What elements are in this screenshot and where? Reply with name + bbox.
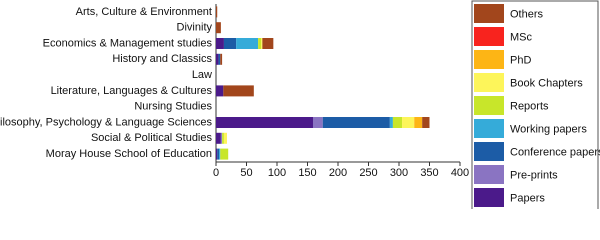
x-tick-label: 250 — [359, 167, 377, 179]
legend-label: Papers — [510, 192, 545, 204]
bar-segment — [262, 38, 274, 49]
legend-label: Others — [510, 8, 544, 20]
bar-segment — [223, 85, 254, 97]
legend-label: MSc — [510, 31, 533, 43]
bar-segment — [322, 117, 390, 128]
y-tick-label: Nursing Studies — [134, 101, 212, 113]
bar-segment — [220, 53, 223, 65]
legend-label: Working papers — [510, 123, 587, 135]
bar-segment — [223, 132, 227, 144]
bar-segment — [392, 117, 403, 128]
bar-segment — [414, 117, 423, 128]
bar-segment — [219, 148, 221, 160]
bar-segment — [258, 38, 262, 49]
legend-swatch — [474, 96, 504, 115]
bar-segment — [236, 38, 259, 49]
chart: 0 50 100 150 200 250 300 350 400 Arts, Culture & … — [0, 0, 600, 211]
y-tick-label: Literature, Languages & Cultures — [51, 85, 213, 97]
x-tick-label: 150 — [298, 167, 316, 179]
bar-segment — [261, 38, 263, 49]
legend-swatch — [474, 27, 504, 46]
bar-segment — [223, 38, 237, 49]
legend-swatch — [474, 4, 504, 23]
y-tick-label: Social & Political Studies — [91, 132, 213, 144]
bar-segment — [216, 22, 221, 34]
x-tick-label: 350 — [420, 167, 438, 179]
y-tick-label: Law — [192, 69, 212, 81]
y-tick-label: Philosophy, Psychology & Language Scienc… — [0, 116, 212, 128]
bar-segment — [216, 117, 313, 128]
legend-swatch — [474, 188, 504, 207]
bar-segment — [222, 132, 224, 144]
bar-segment — [402, 117, 415, 128]
legend-label: PhD — [510, 54, 531, 66]
x-tick-label: 300 — [390, 167, 408, 179]
bar-segment — [216, 148, 218, 160]
bar-segment — [216, 38, 224, 49]
x-tick-label: 50 — [240, 167, 252, 179]
legend-swatch — [474, 165, 504, 184]
bar-segment — [389, 117, 393, 128]
y-tick-label: Arts, Culture & Environment — [76, 6, 212, 18]
y-tick-label: History and Classics — [112, 53, 212, 65]
bar-segment — [312, 117, 323, 128]
legend-label: Pre-prints — [510, 169, 558, 181]
x-tick-label: 400 — [451, 167, 469, 179]
y-tick-label: Moray House School of Education — [46, 148, 212, 160]
bar-segment — [422, 117, 430, 128]
y-tick-label: Economics & Management studies — [43, 37, 213, 49]
legend-swatch — [474, 73, 504, 92]
bar-segment — [217, 148, 220, 160]
legend-label: Book Chapters — [510, 77, 583, 89]
y-tick-label: Divinity — [177, 22, 213, 34]
bar-segment — [220, 148, 229, 160]
bar-segment — [220, 132, 223, 144]
legend-label: Reports — [510, 100, 549, 112]
x-tick-label: 200 — [329, 167, 347, 179]
legend-label: Conference papers — [510, 146, 600, 158]
bar-segment — [216, 6, 218, 18]
x-tick-label: 0 — [213, 167, 219, 179]
legend-swatch — [474, 50, 504, 69]
bar-segment — [216, 85, 224, 97]
x-tick-label: 100 — [268, 167, 286, 179]
legend-swatch — [474, 142, 504, 161]
legend-swatch — [474, 119, 504, 138]
bar-segment — [216, 132, 221, 144]
bar-segment — [216, 53, 219, 65]
bar-segment — [218, 53, 221, 65]
